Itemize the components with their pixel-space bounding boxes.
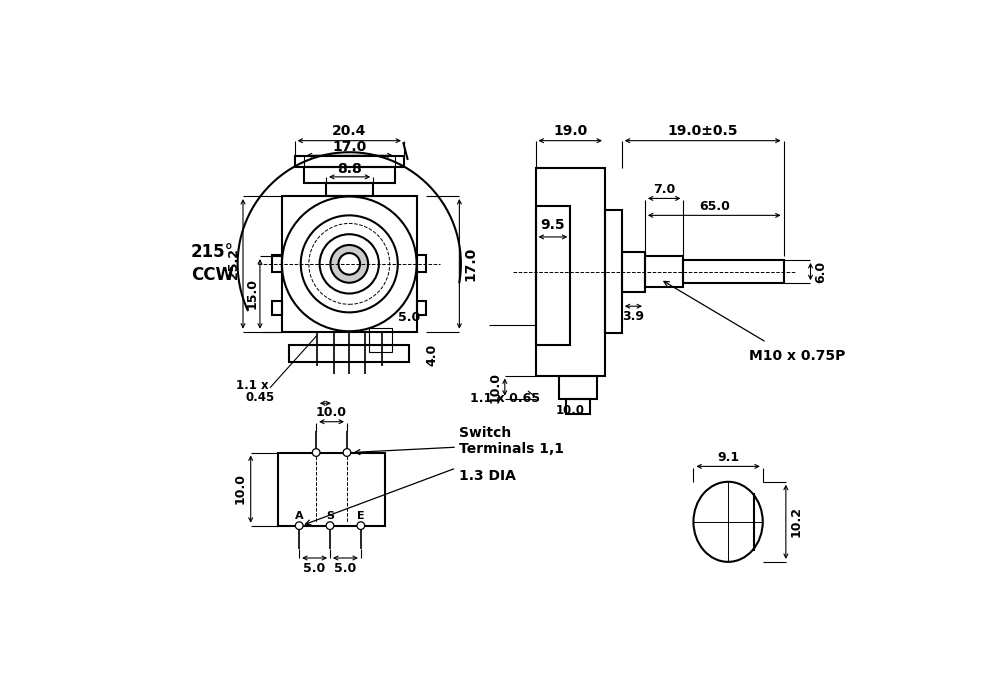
Bar bbox=[295, 156, 404, 167]
Circle shape bbox=[326, 522, 334, 529]
Text: 215°: 215° bbox=[191, 243, 234, 261]
Text: M10 x 0.75P: M10 x 0.75P bbox=[749, 349, 846, 363]
Text: 17.0: 17.0 bbox=[463, 247, 477, 281]
Text: E: E bbox=[357, 511, 365, 520]
Text: 9.5: 9.5 bbox=[540, 218, 565, 232]
Bar bbox=[369, 328, 392, 352]
Bar bbox=[326, 183, 373, 196]
Text: 17.0: 17.0 bbox=[332, 140, 366, 154]
Text: 5.0: 5.0 bbox=[334, 562, 357, 574]
Text: 8.8: 8.8 bbox=[337, 162, 362, 176]
Text: 6.0: 6.0 bbox=[814, 261, 827, 283]
Circle shape bbox=[343, 448, 351, 456]
Text: 25.2: 25.2 bbox=[227, 248, 240, 279]
Text: 19.0: 19.0 bbox=[553, 124, 587, 138]
Bar bbox=[645, 256, 683, 287]
Text: Switch
Terminals 1,1: Switch Terminals 1,1 bbox=[459, 426, 564, 456]
Text: CCW: CCW bbox=[191, 267, 234, 285]
Text: 10.0: 10.0 bbox=[316, 406, 347, 419]
Bar bbox=[417, 256, 426, 272]
Text: 5.0: 5.0 bbox=[398, 311, 420, 324]
Text: 10.2: 10.2 bbox=[789, 507, 802, 538]
Text: 10.0: 10.0 bbox=[488, 372, 501, 403]
Circle shape bbox=[338, 253, 360, 274]
Bar bbox=[272, 301, 282, 314]
Text: 15.0: 15.0 bbox=[246, 278, 259, 310]
Text: 1.3 DIA: 1.3 DIA bbox=[459, 468, 515, 482]
Text: 20.4: 20.4 bbox=[332, 124, 366, 138]
Circle shape bbox=[357, 522, 365, 529]
Bar bbox=[272, 256, 282, 272]
Text: 10.0: 10.0 bbox=[556, 404, 585, 417]
Bar bbox=[282, 196, 417, 332]
Text: 19.0±0.5: 19.0±0.5 bbox=[667, 124, 738, 138]
Text: 7.0: 7.0 bbox=[653, 183, 675, 196]
Bar bbox=[559, 375, 597, 399]
Bar bbox=[536, 206, 570, 345]
Text: 65.0: 65.0 bbox=[699, 200, 730, 214]
Bar bbox=[536, 168, 605, 375]
Bar bbox=[566, 399, 590, 414]
Bar bbox=[289, 346, 409, 363]
Bar bbox=[278, 453, 385, 526]
Bar bbox=[417, 301, 426, 314]
Circle shape bbox=[330, 245, 368, 283]
Text: 10.0: 10.0 bbox=[233, 473, 246, 504]
Bar bbox=[622, 252, 645, 292]
Circle shape bbox=[312, 448, 320, 456]
Text: S: S bbox=[326, 511, 334, 520]
Bar bbox=[304, 167, 395, 183]
Text: 1.1 x: 1.1 x bbox=[236, 379, 269, 392]
Text: 4.0: 4.0 bbox=[426, 343, 439, 366]
Bar bbox=[605, 210, 622, 333]
Text: A: A bbox=[295, 511, 304, 520]
Bar bbox=[683, 260, 784, 283]
Text: 9.1: 9.1 bbox=[717, 451, 739, 464]
Text: 3.9: 3.9 bbox=[622, 310, 644, 323]
Text: 0.45: 0.45 bbox=[245, 390, 275, 404]
Text: 5.0: 5.0 bbox=[303, 562, 326, 574]
Text: 1.1 x 0.65: 1.1 x 0.65 bbox=[470, 392, 540, 405]
Circle shape bbox=[295, 522, 303, 529]
